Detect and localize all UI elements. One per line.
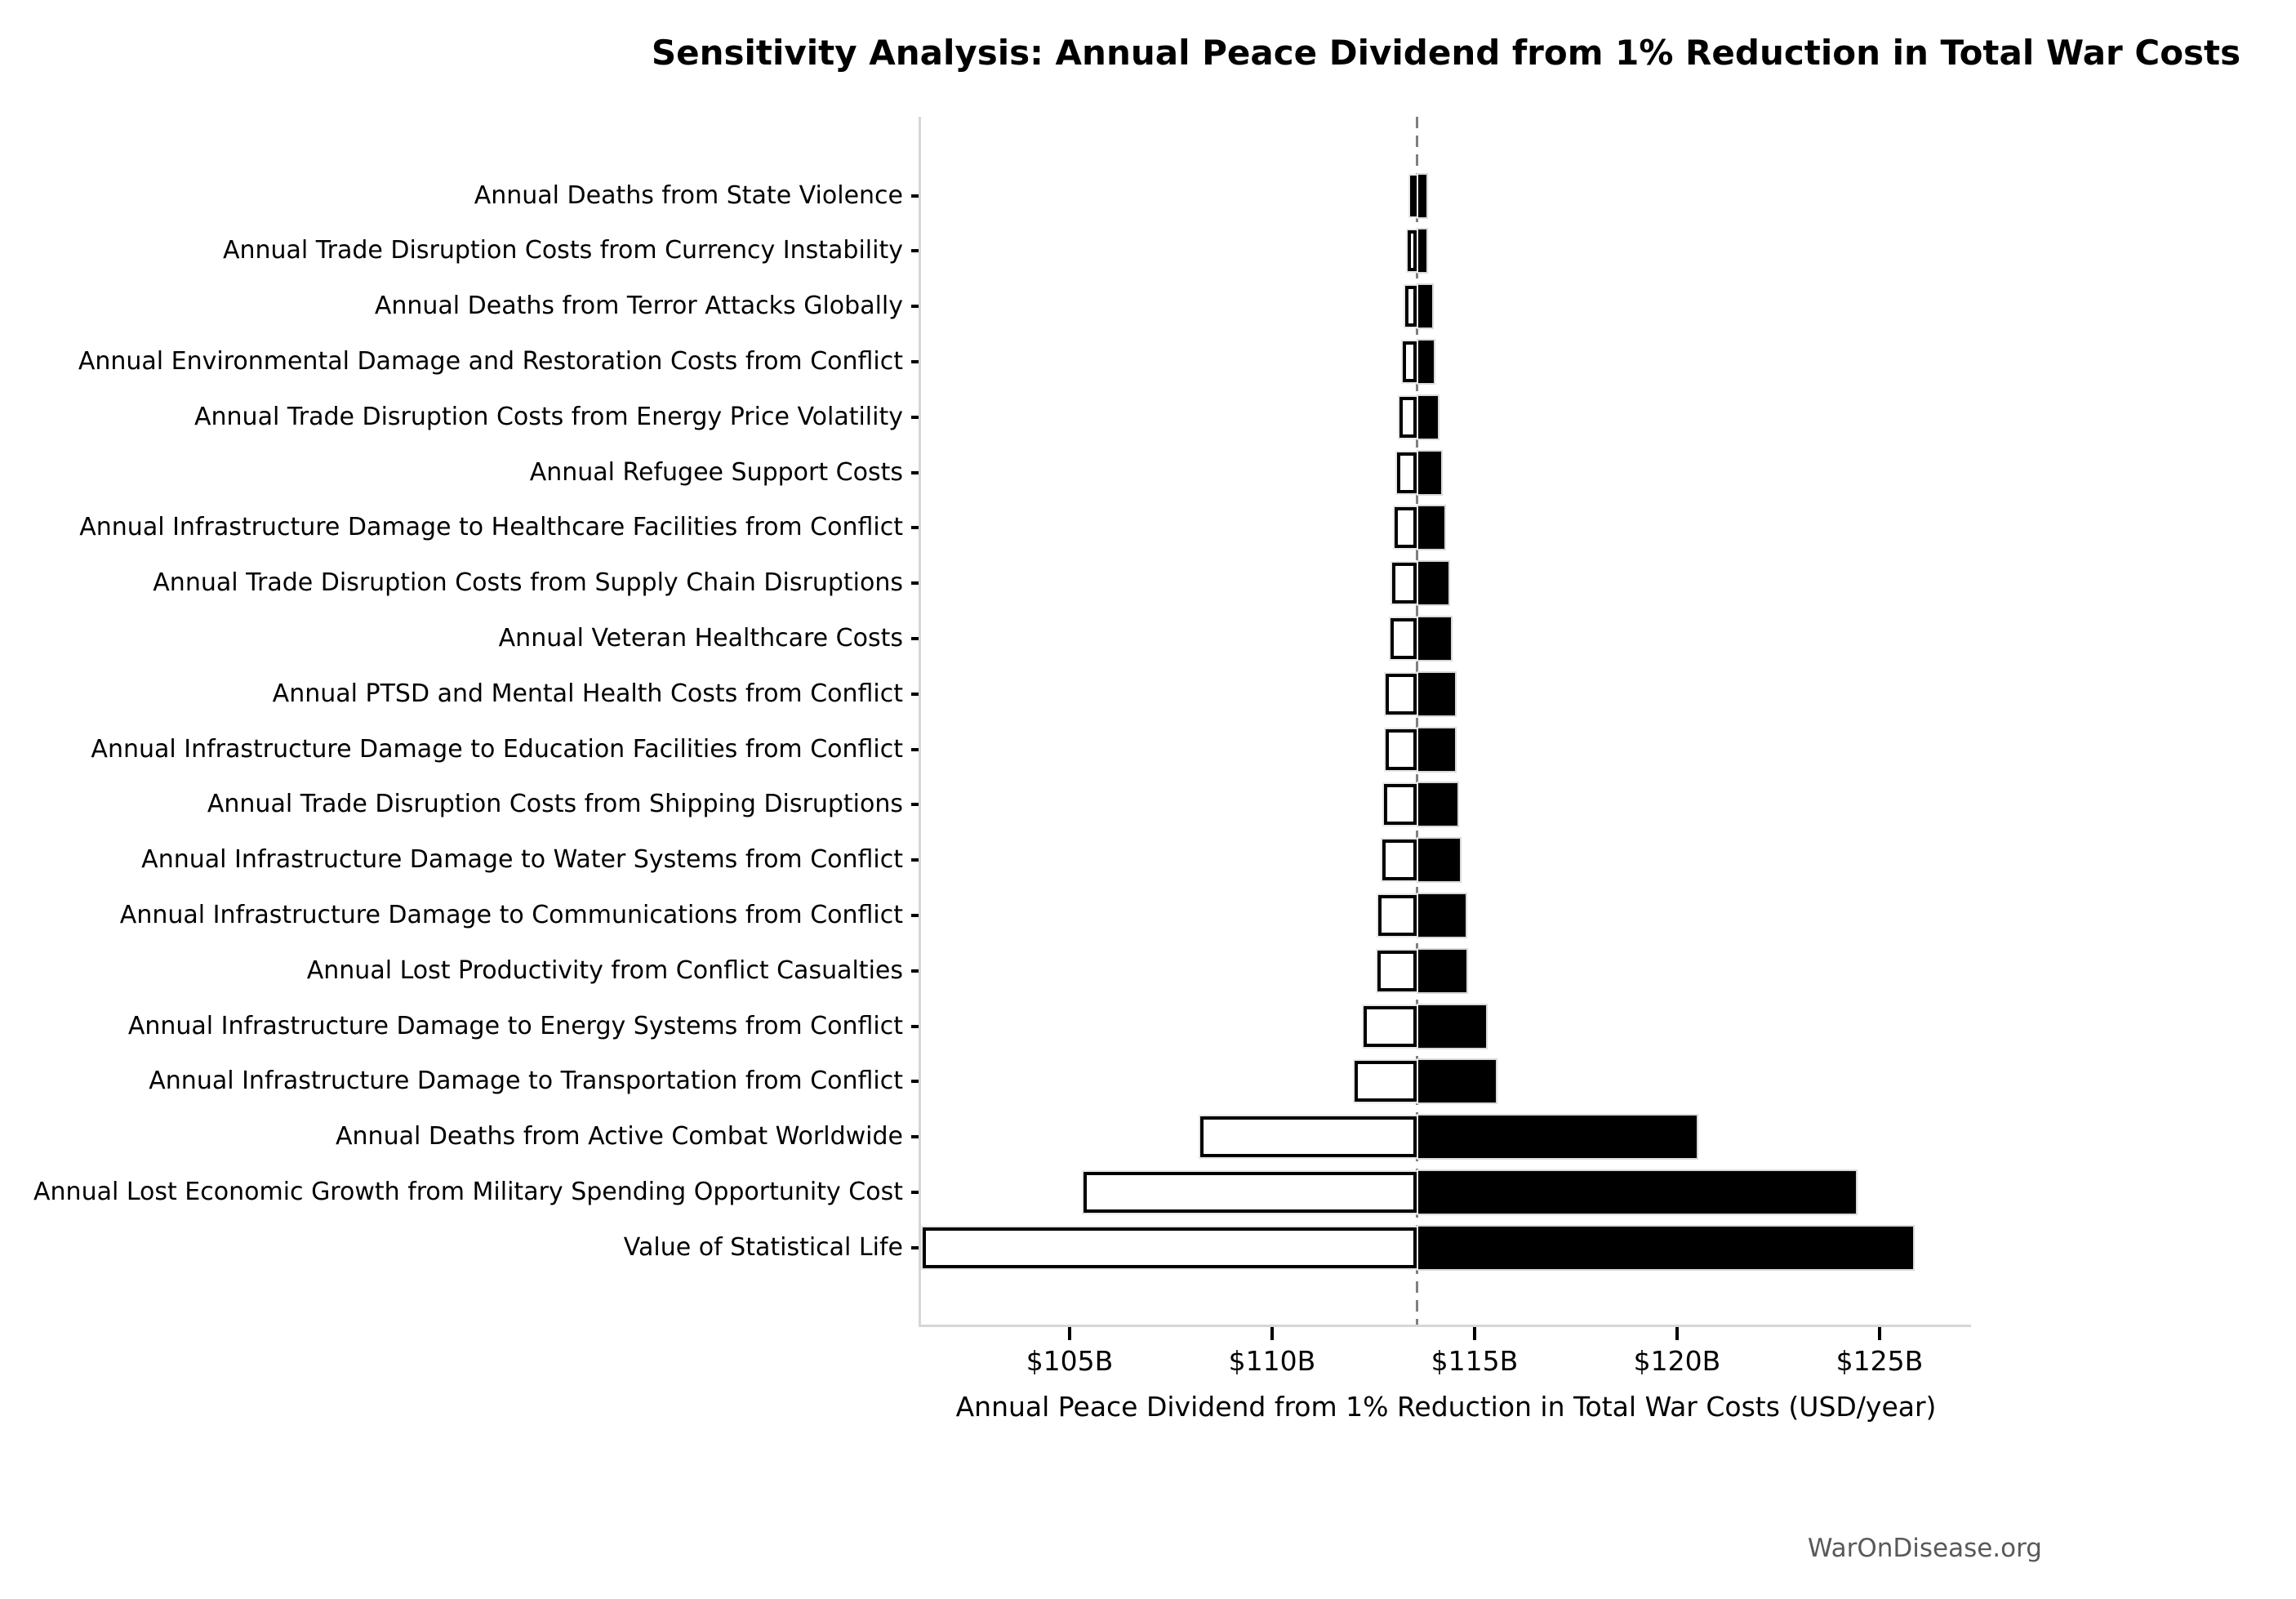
tornado-bar-high <box>1417 615 1453 661</box>
x-tick-mark <box>1675 1327 1679 1340</box>
y-tick-mark <box>911 359 919 363</box>
tornado-bar-high <box>1417 1169 1858 1215</box>
tornado-bar-low <box>1400 339 1419 384</box>
tornado-bar-high <box>1417 837 1462 884</box>
tornado-bar-low <box>1380 838 1419 883</box>
y-tick-mark <box>911 1245 919 1249</box>
x-tick-label: $120B <box>1633 1345 1721 1377</box>
tornado-bar-high <box>1417 892 1467 938</box>
y-tick-mark <box>911 969 919 973</box>
y-tick-mark <box>911 913 919 917</box>
tornado-bar-low <box>1377 893 1419 938</box>
watermark-text: WarOnDisease.org <box>1807 1534 2042 1563</box>
y-tick-mark <box>911 581 919 586</box>
tornado-bar-high <box>1417 449 1443 496</box>
x-tick-label: $125B <box>1835 1345 1924 1377</box>
y-tick-mark <box>911 305 919 309</box>
tornado-bar-high <box>1417 283 1434 330</box>
y-tick-mark <box>911 415 919 419</box>
category-label: Annual Deaths from Terror Attacks Global… <box>374 292 903 321</box>
baseline-reference-line <box>1415 117 1418 1325</box>
category-label: Annual Deaths from State Violence <box>474 180 903 210</box>
tornado-bar-high <box>1417 1058 1497 1105</box>
category-label: Annual Veteran Healthcare Costs <box>498 623 903 653</box>
x-tick-label: $110B <box>1228 1345 1316 1377</box>
category-label: Annual Lost Economic Growth from Militar… <box>33 1177 903 1206</box>
tornado-bar-low <box>1395 450 1419 495</box>
tornado-bar-high <box>1417 947 1468 994</box>
y-axis-spine <box>919 117 921 1327</box>
tornado-bar-low <box>1382 782 1419 827</box>
tornado-bar-low <box>1376 948 1419 993</box>
tornado-bar-low <box>1404 284 1419 329</box>
x-axis-spine <box>919 1325 1971 1327</box>
x-tick-mark <box>1472 1327 1476 1340</box>
y-tick-mark <box>911 803 919 807</box>
tornado-bar-high <box>1417 1003 1488 1049</box>
tornado-bar-high <box>1417 505 1447 551</box>
tornado-bar-low <box>1383 727 1419 772</box>
category-label: Annual Infrastructure Damage to Energy S… <box>127 1011 903 1040</box>
y-tick-mark <box>911 858 919 862</box>
tornado-bar-high <box>1417 1224 1916 1271</box>
category-label: Annual Environmental Damage and Restorat… <box>78 346 903 376</box>
tornado-bar-low <box>1383 671 1419 716</box>
y-tick-mark <box>911 526 919 530</box>
category-label: Annual Infrastructure Damage to Transpor… <box>149 1067 903 1096</box>
tornado-bar-low <box>920 1225 1419 1270</box>
tornado-bar-low <box>1405 229 1419 274</box>
y-tick-mark <box>911 249 919 253</box>
category-label: Annual Trade Disruption Costs from Curre… <box>222 236 903 265</box>
category-label: Annual Trade Disruption Costs from Shipp… <box>207 790 903 819</box>
category-label: Value of Statistical Life <box>623 1232 903 1262</box>
y-tick-mark <box>911 1135 919 1139</box>
category-label: Annual Refugee Support Costs <box>529 457 903 487</box>
tornado-bar-low <box>1398 394 1419 439</box>
tornado-bar-low <box>1388 616 1419 661</box>
tornado-bar-low <box>1353 1059 1419 1104</box>
category-label: Annual Lost Productivity from Conflict C… <box>306 955 903 985</box>
tornado-bar-high <box>1417 670 1457 717</box>
category-label: Annual Infrastructure Damage to Communic… <box>119 900 903 929</box>
category-label: Annual Trade Disruption Costs from Suppl… <box>153 568 903 598</box>
y-tick-mark <box>911 194 919 198</box>
y-tick-mark <box>911 1024 919 1028</box>
tornado-bar-low <box>1408 173 1419 218</box>
x-tick-mark <box>1877 1327 1881 1340</box>
x-tick-label: $105B <box>1026 1345 1114 1377</box>
tornado-bar-high <box>1417 394 1439 440</box>
y-tick-mark <box>911 470 919 474</box>
y-tick-mark <box>911 692 919 696</box>
tornado-bar-high <box>1417 726 1457 773</box>
tornado-bar-high <box>1417 172 1428 219</box>
category-label: Annual Infrastructure Damage to Educatio… <box>91 734 903 764</box>
y-tick-mark <box>911 636 919 640</box>
x-tick-mark <box>1068 1327 1071 1340</box>
tornado-bar-high <box>1417 560 1450 607</box>
chart-title: Sensitivity Analysis: Annual Peace Divid… <box>651 33 2241 73</box>
category-label: Annual PTSD and Mental Health Costs from… <box>272 679 903 708</box>
category-label: Annual Infrastructure Damage to Water Sy… <box>141 845 903 875</box>
y-tick-mark <box>911 747 919 751</box>
tornado-bar-low <box>1198 1115 1419 1160</box>
tornado-bar-low <box>1393 506 1419 550</box>
tornado-bar-low <box>1081 1169 1419 1214</box>
x-axis-label: Annual Peace Dividend from 1% Reduction … <box>955 1391 1937 1423</box>
tornado-bar-high <box>1417 228 1428 274</box>
tornado-bar-high <box>1417 1114 1698 1160</box>
tornado-bar-high <box>1417 782 1460 828</box>
tornado-bar-low <box>1390 561 1419 606</box>
tornado-bar-low <box>1362 1004 1419 1049</box>
x-tick-mark <box>1270 1327 1274 1340</box>
category-label: Annual Infrastructure Damage to Healthca… <box>79 513 903 542</box>
category-label: Annual Trade Disruption Costs from Energ… <box>194 402 903 431</box>
x-tick-label: $115B <box>1431 1345 1519 1377</box>
tornado-bar-high <box>1417 338 1435 385</box>
category-label: Annual Deaths from Active Combat Worldwi… <box>336 1122 903 1151</box>
y-tick-mark <box>911 1190 919 1194</box>
y-tick-mark <box>911 1080 919 1084</box>
